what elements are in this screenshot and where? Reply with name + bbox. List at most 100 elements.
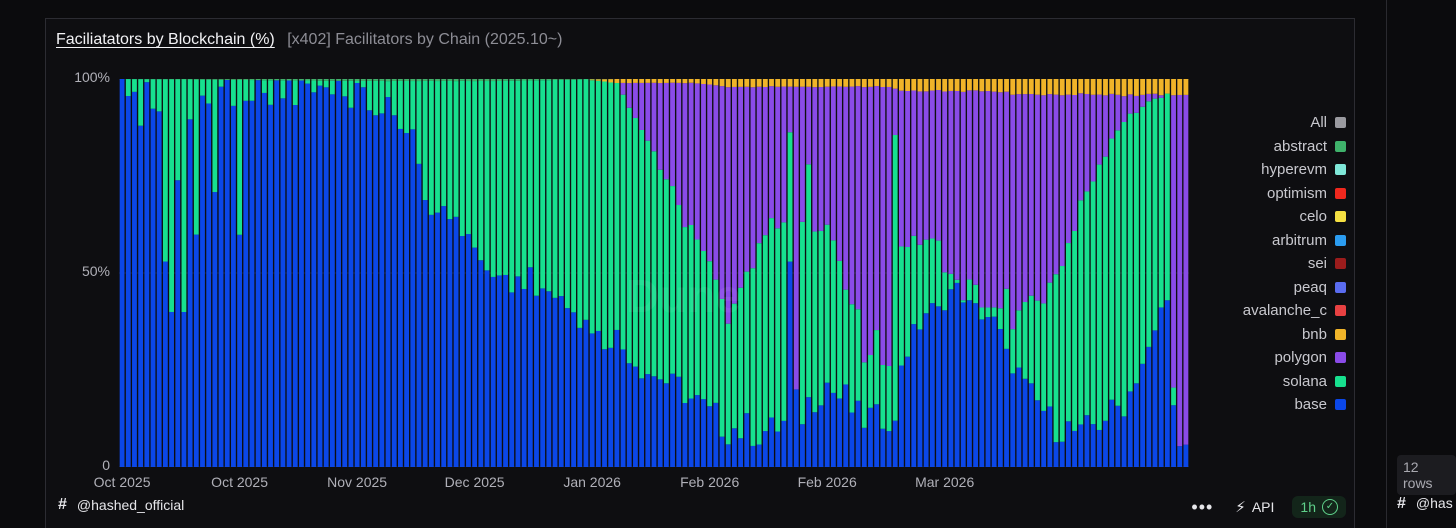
chart-title-link[interactable]: Faciliatators by Blockchain (%) [56, 31, 275, 48]
bar-segment-solana [138, 79, 144, 126]
legend-label: bnb [1301, 325, 1327, 343]
freshness-label: 1h [1300, 499, 1316, 515]
x-tick-label: Feb 2026 [680, 474, 740, 490]
legend-item-solana[interactable]: solana [1243, 370, 1346, 394]
legend-item-bnb[interactable]: bnb [1243, 323, 1346, 347]
bar-segment-solana [756, 243, 762, 445]
bar-segment-base [150, 108, 156, 467]
bar-segment-bnb [1041, 79, 1047, 96]
bar-segment-abstract [342, 79, 348, 81]
bar-segment-solana [169, 79, 174, 312]
bar-segment-base [911, 324, 917, 467]
bar-segment-bnb [1084, 79, 1090, 94]
legend-item-optimism[interactable]: optimism [1243, 182, 1346, 206]
bar-segment-bnb [923, 79, 929, 92]
legend-swatch [1335, 281, 1346, 293]
more-options-button[interactable]: ••• [1191, 496, 1214, 517]
bar-segment-base [769, 417, 774, 467]
legend-item-avalanche_c[interactable]: avalanche_c [1243, 299, 1346, 323]
legend-item-polygon[interactable]: polygon [1243, 346, 1346, 370]
bar-segment-base [985, 317, 991, 467]
bar-segment-polygon [1134, 95, 1139, 113]
chart-title-row: Faciliatators by Blockchain (%) [x402] F… [56, 31, 562, 49]
bar-segment-solana [731, 303, 737, 429]
legend-label: celo [1299, 208, 1327, 226]
legend-item-peaq[interactable]: peaq [1243, 276, 1346, 300]
bar-segment-base [595, 330, 601, 467]
author-name[interactable]: @hashed_official [76, 497, 185, 513]
bar-segment-base [583, 319, 589, 467]
bar-segment-solana [175, 79, 181, 181]
bar-segment-base [515, 276, 521, 467]
bar-segment-bnb [639, 79, 645, 83]
bar-segment-solana [1134, 112, 1139, 384]
bar-segment-base [224, 79, 230, 467]
legend-label: sei [1307, 255, 1327, 273]
bar-segment-bnb [602, 79, 607, 82]
bar-segment-base [626, 363, 632, 467]
bar-segment-base [1065, 421, 1071, 467]
bar-segment-polygon [719, 86, 725, 299]
bar-segment-base [670, 373, 675, 467]
bar-segment-base [707, 406, 713, 467]
bar-segment-polygon [849, 86, 855, 305]
bar-segment-polygon [738, 86, 743, 288]
bar-segment-polygon [769, 86, 774, 219]
legend-item-abstract[interactable]: abstract [1243, 135, 1346, 159]
legend-item-sei[interactable]: sei [1243, 252, 1346, 276]
bar-segment-bnb [880, 79, 886, 87]
bar-segment-base [398, 128, 403, 467]
bar-segment-abstract [571, 79, 576, 80]
legend-swatch [1335, 211, 1346, 223]
bar-segment-abstract [286, 79, 292, 81]
bar-segment-abstract [540, 79, 546, 81]
bar-segment-bnb [1053, 79, 1059, 95]
legend-swatch [1335, 140, 1346, 152]
bar-segment-base [422, 200, 428, 467]
bar-segment-base [1096, 429, 1102, 467]
bar-segment-base [521, 288, 527, 467]
bar-segment-solana [787, 132, 793, 262]
bar-segment-base [1059, 441, 1065, 467]
bar-segment-solana [1059, 266, 1065, 442]
bar-segment-abstract [292, 79, 298, 81]
legend-swatch [1335, 164, 1346, 176]
legend-item-base[interactable]: base [1243, 393, 1346, 417]
bar-segment-solana [1022, 302, 1028, 379]
bar-segment-bnb [750, 79, 756, 88]
bar-segment-base [694, 395, 700, 467]
legend-item-arbitrum[interactable]: arbitrum [1243, 229, 1346, 253]
check-icon: ✓ [1322, 499, 1338, 515]
bar-segment-solana [459, 80, 465, 237]
bar-segment-base [793, 389, 799, 467]
bar-segment-bnb [997, 79, 1003, 93]
bar-segment-bnb [1177, 79, 1183, 95]
bar-segment-base [663, 383, 669, 467]
bar-segment-solana [843, 289, 849, 385]
bar-segment-bnb [991, 79, 997, 92]
bar-segment-base [775, 431, 781, 467]
bar-segment-polygon [731, 86, 737, 304]
bar-segment-base [936, 306, 941, 467]
bar-segment-bnb [725, 79, 731, 88]
bar-segment-base [1053, 442, 1059, 467]
bar-segment-bnb [911, 79, 917, 91]
bar-segment-base [812, 412, 818, 467]
bar-segment-base [589, 333, 595, 467]
legend-item-hyperevm[interactable]: hyperevm [1243, 158, 1346, 182]
bar-segment-base [509, 292, 515, 467]
bar-segment-base [1078, 424, 1084, 467]
freshness-badge[interactable]: 1h ✓ [1292, 496, 1346, 518]
side-author-name[interactable]: @has [1415, 495, 1453, 511]
bar-segment-solana [577, 79, 583, 328]
legend-item-celo[interactable]: celo [1243, 205, 1346, 229]
chart-legend: All abstract hyperevm optimism celo arbitrum s… [1243, 111, 1346, 417]
bar-segment-bnb [812, 79, 818, 88]
bar-segment-polygon [1047, 94, 1053, 283]
bar-segment-solana [1158, 97, 1164, 308]
x-tick-label: Dec 2025 [444, 474, 505, 490]
legend-item-All[interactable]: All [1243, 111, 1346, 135]
api-button[interactable]: ⚡ API [1235, 498, 1274, 516]
bar-segment-base [162, 261, 168, 467]
bar-segment-solana [688, 225, 694, 399]
